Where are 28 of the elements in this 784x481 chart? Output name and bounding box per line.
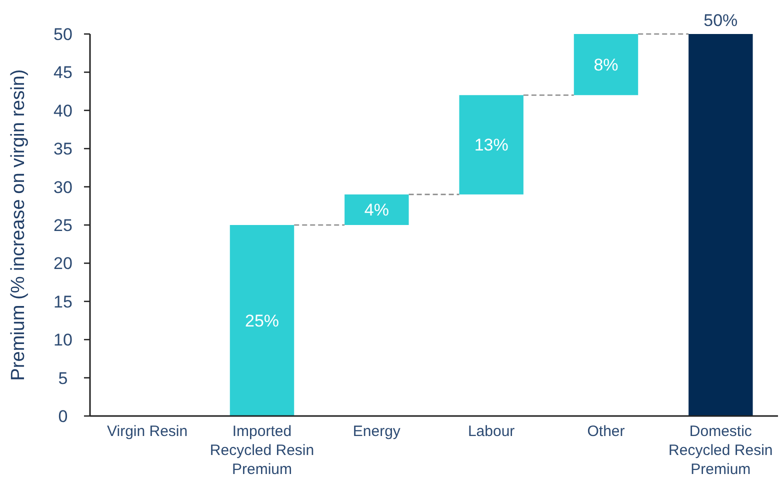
y-tick-label: 45 <box>54 63 72 82</box>
x-tick-label: Labour <box>468 423 515 440</box>
x-tick-label: Other <box>587 423 625 440</box>
y-tick-label: 50 <box>54 24 72 44</box>
data-label: 8% <box>594 56 618 75</box>
y-tick-label: 25 <box>54 216 72 235</box>
y-axis-title: Premium (% increase on virgin resin) <box>8 69 29 381</box>
data-label: 13% <box>474 136 508 155</box>
y-tick-label: 30 <box>54 178 72 197</box>
bar <box>574 34 638 96</box>
x-tick-label: Imported Recycled Resin Premium <box>210 423 314 478</box>
bar <box>230 225 294 416</box>
x-tick-label: Domestic Recycled Resin Premium <box>668 423 773 478</box>
data-label: 50% <box>704 11 738 30</box>
y-tick-label: 0 <box>58 406 68 426</box>
bar <box>459 95 524 194</box>
x-tick-label: Energy <box>352 423 401 440</box>
y-tick-label: 5 <box>58 368 68 388</box>
x-tick-label: Virgin Resin <box>107 423 188 440</box>
y-tick-label: 20 <box>54 254 72 274</box>
y-tick-label: 10 <box>54 330 72 350</box>
bar <box>344 194 409 225</box>
y-tick-label: 35 <box>54 140 72 159</box>
y-tick-label: 15 <box>54 292 72 312</box>
bar <box>688 34 753 416</box>
data-label: 25% <box>244 311 280 330</box>
y-tick-label: 40 <box>54 101 72 120</box>
data-label: 4% <box>364 200 389 220</box>
